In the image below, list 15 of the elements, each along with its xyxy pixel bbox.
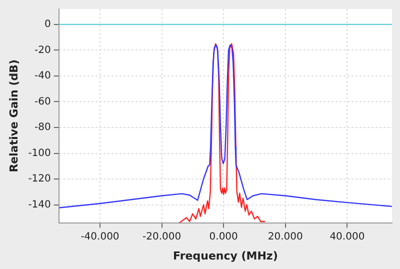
y-tick-label: -60 [34,96,51,108]
y-tick-label: -20 [34,44,51,56]
y-axis-title: Relative Gain (dB) [7,59,20,172]
x-tick-label: 0.000 [209,231,238,242]
x-axis-title: Frequency (MHz) [173,249,278,262]
x-tick-label: -20.000 [142,231,182,242]
y-tick-label: -80 [34,122,51,134]
y-tick-label: -40 [34,70,51,82]
x-tick-label: -40.000 [80,231,120,242]
x-tick-label: 20.000 [268,231,303,242]
y-tick-label: -120 [28,174,51,185]
y-tick-label: 0 [44,19,51,30]
x-tick-label: 40.000 [330,231,365,242]
y-tick-label: -140 [28,199,51,210]
y-tick-label: -100 [28,148,51,159]
